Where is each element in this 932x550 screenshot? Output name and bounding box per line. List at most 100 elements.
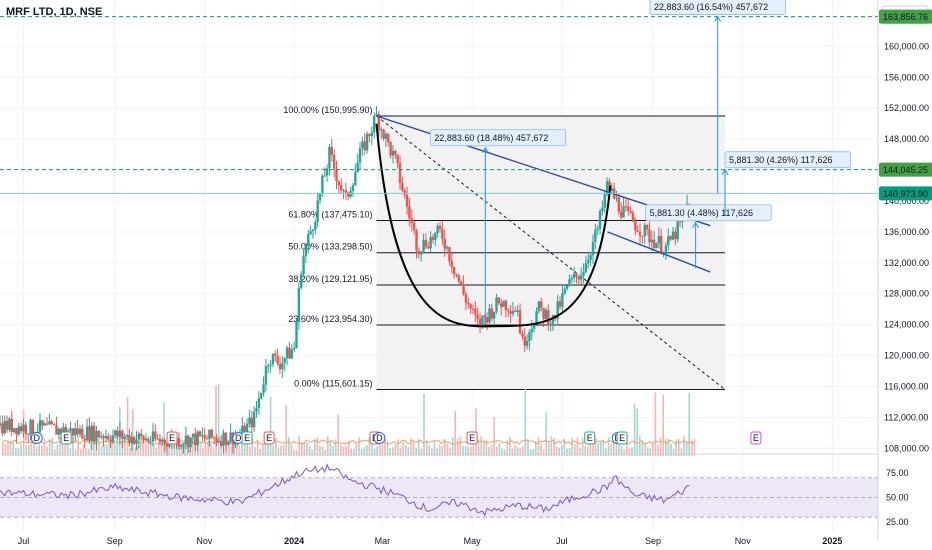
- volume-bar: [464, 446, 467, 456]
- candle-body: [582, 272, 585, 276]
- volume-bar: [649, 448, 651, 456]
- candle-body: [116, 430, 119, 437]
- volume-bar: [178, 441, 181, 456]
- candle-body: [307, 234, 310, 246]
- earnings-marker-label-5: E: [266, 433, 272, 443]
- volume-bar: [46, 446, 48, 456]
- volume-bar: [548, 442, 550, 456]
- volume-bar: [210, 443, 212, 456]
- candle-body: [59, 428, 63, 435]
- candle-body: [24, 424, 28, 434]
- price-tag-1: [879, 162, 932, 177]
- volume-bar: [277, 447, 280, 456]
- candle-body: [118, 430, 122, 437]
- candle-body: [149, 441, 152, 443]
- volume-bar: [293, 449, 295, 456]
- candle-body: [356, 162, 359, 173]
- candle-body: [132, 437, 136, 444]
- volume-bar: [176, 441, 178, 456]
- candle-body: [144, 438, 148, 441]
- candle-body: [269, 364, 272, 366]
- candle-body: [158, 438, 162, 442]
- volume-bar: [506, 440, 508, 456]
- rsi-line: [0, 463, 690, 517]
- price-tick-label-6: 132,000.00: [884, 258, 929, 268]
- candle-body: [15, 428, 18, 435]
- candle-body: [3, 420, 6, 434]
- volume-bar: [173, 441, 176, 456]
- measure-label-3: 5,881.30 (4.26%) 117,626: [724, 151, 852, 169]
- candle-body: [323, 175, 326, 177]
- candle-body: [596, 228, 599, 231]
- candle-body: [255, 408, 258, 412]
- candle-body: [384, 133, 388, 139]
- candle-body: [368, 133, 371, 136]
- candle-body: [182, 443, 185, 446]
- volume-bar: [613, 442, 615, 456]
- candle-body: [452, 266, 456, 275]
- volume-bar: [592, 436, 594, 456]
- candle-body: [38, 420, 42, 433]
- candle-body: [99, 436, 103, 438]
- earnings-marker-11: [616, 431, 628, 445]
- volume-bar: [446, 444, 449, 456]
- candle-body: [107, 436, 110, 440]
- candle-body: [507, 310, 510, 312]
- candle-body: [344, 190, 348, 193]
- candle-body: [417, 250, 421, 255]
- volume-bar: [381, 438, 384, 456]
- candle-body: [92, 425, 96, 442]
- price-tick-label-11: 152,000.00: [884, 103, 929, 113]
- volume-bar: [139, 438, 142, 456]
- candle-body: [537, 301, 541, 312]
- candle-body: [203, 435, 206, 439]
- volume-bar: [298, 436, 300, 456]
- volume-bar: [459, 436, 462, 456]
- candle-body: [589, 255, 592, 260]
- candle-body: [109, 439, 112, 442]
- rsi-tick-label-1: 50.00: [886, 492, 909, 502]
- volume-bar: [373, 448, 376, 456]
- candle-body: [283, 358, 286, 363]
- volume-bar: [615, 443, 618, 456]
- candle-body: [377, 113, 381, 131]
- candle-body: [55, 424, 58, 435]
- candle-body: [71, 428, 75, 436]
- candle-body: [125, 435, 129, 437]
- volume-bar: [436, 448, 438, 456]
- volume-bar: [295, 449, 298, 456]
- volume-bar: [542, 449, 545, 456]
- candle-body: [177, 438, 181, 447]
- candle-body: [88, 426, 91, 441]
- volume-bar: [516, 446, 519, 456]
- candle-body: [530, 328, 534, 333]
- candle-body: [380, 129, 383, 131]
- volume-bar: [25, 445, 27, 456]
- candle-body: [671, 231, 675, 240]
- candle-body: [396, 154, 399, 163]
- volume-bar: [485, 439, 488, 456]
- candle-body: [563, 288, 566, 294]
- volume-bar: [43, 438, 46, 456]
- candle-body: [643, 224, 646, 237]
- candle-body: [481, 315, 484, 326]
- candle-body: [551, 315, 555, 324]
- volume-bar: [77, 438, 79, 456]
- volume-bar: [124, 437, 126, 456]
- rsi-tick-label-2: 75.00: [886, 468, 909, 478]
- volume-bar: [433, 440, 436, 456]
- candle-body: [361, 141, 364, 149]
- measure-arrow-3: [721, 168, 729, 175]
- volume-bar: [412, 441, 415, 456]
- candle-body: [147, 438, 150, 442]
- candle-body: [591, 241, 595, 256]
- volume-bar: [579, 447, 581, 456]
- volume-bar: [589, 436, 592, 456]
- volume-bar: [678, 438, 680, 456]
- volume-bar: [251, 437, 254, 456]
- volume-bar: [493, 417, 495, 456]
- candle-body: [184, 435, 188, 444]
- candle-body: [151, 431, 155, 442]
- candle-body: [123, 436, 126, 439]
